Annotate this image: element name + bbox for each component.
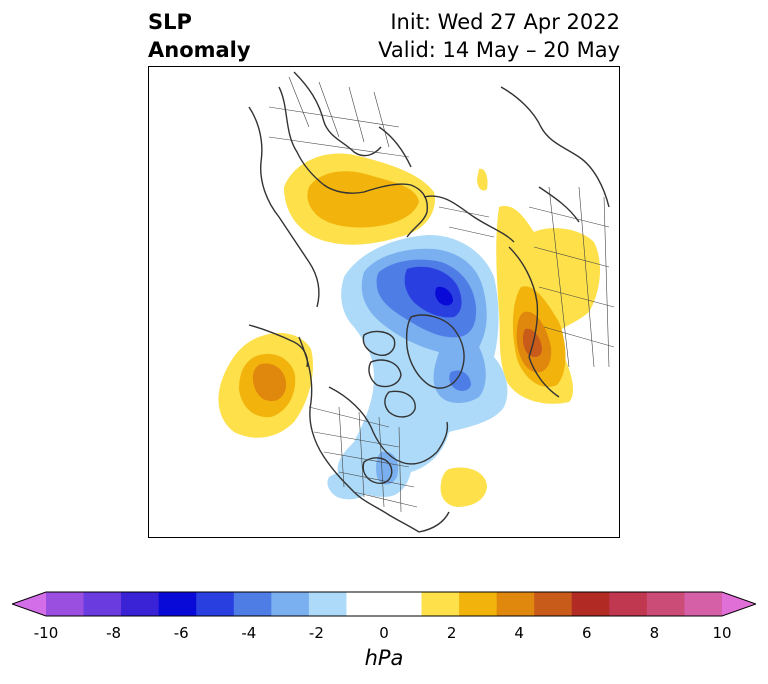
forecast-dates: Init: Wed 27 Apr 2022 Valid: 14 May – 20… [378,8,620,64]
colorbar-segment [571,592,610,616]
init-date: Init: Wed 27 Apr 2022 [390,10,620,34]
colorbar-segment [496,592,535,616]
tick-label: -2 [308,624,324,642]
siberia-positive-anomaly [496,206,601,404]
country-boundaries [268,76,615,513]
colorbar-segment [233,592,272,616]
tick-label: -6 [173,624,189,642]
colorbar-segment [609,592,648,616]
colorbar-segment [534,592,573,616]
north-atlantic-positive-anomaly [440,467,487,507]
colorbar-segment [83,592,122,616]
colorbar-segment [384,592,423,616]
gulf-of-alaska-positive-anomaly [218,332,314,438]
map-panel [148,66,620,538]
valid-range: Valid: 14 May – 20 May [378,38,620,62]
colorbar-low-extend [12,592,46,616]
tick-label: -8 [106,624,122,642]
map-title: SLP Anomaly [148,8,251,64]
colorbar-segment [196,592,235,616]
scandinavia-positive-anomaly [284,153,488,245]
colorbar-segment [421,592,460,616]
map-canvas [149,71,615,533]
colorbar-segment [158,592,197,616]
tick-label: 0 [379,624,389,642]
colorbar-segment [346,592,385,616]
colorbar-segment [46,592,85,616]
colorbar-segment [271,592,310,616]
title-line-1: SLP [148,10,192,34]
coastlines [248,71,610,533]
colorbar [12,591,756,617]
tick-label: 2 [446,624,457,642]
colorbar-segment [684,592,723,616]
colorbar-segment [121,592,160,616]
tick-label: 10 [712,624,732,642]
colorbar-segment [646,592,685,616]
arctic-canada-negative-anomaly [327,235,508,500]
colorbar-high-extend [722,592,756,616]
title-line-2: Anomaly [148,38,251,62]
tick-label: 4 [514,624,524,642]
tick-label: 6 [582,624,592,642]
colorbar-unit: hPa [364,646,404,670]
tick-label: 8 [649,624,660,642]
tick-label: -4 [241,624,257,642]
colorbar-segment [459,592,498,616]
tick-label: -10 [33,624,59,642]
colorbar-segment [308,592,347,616]
